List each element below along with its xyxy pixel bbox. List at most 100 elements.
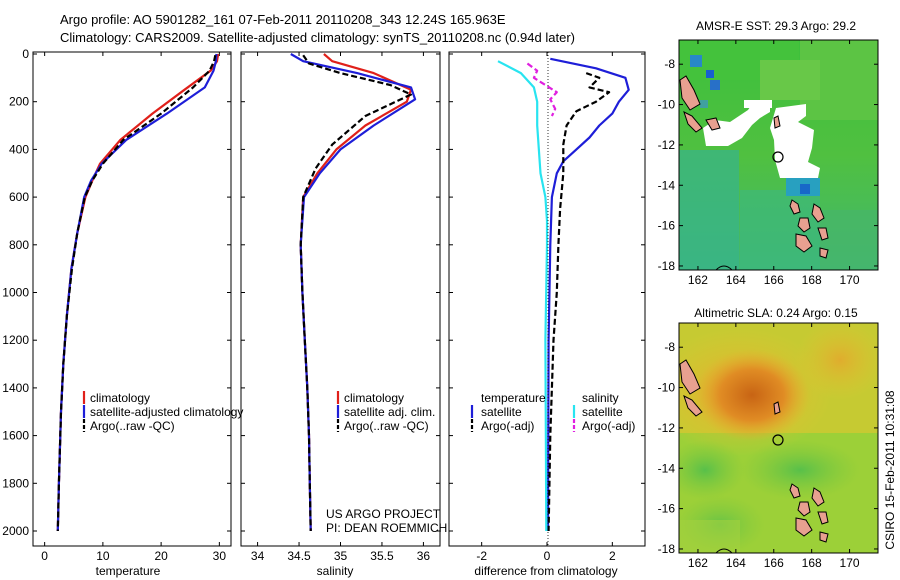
series-line-magenta [526, 62, 558, 117]
difference-legend: temperature salinity satellite Argo(-adj… [470, 391, 635, 433]
x-tick-label: 10 [96, 549, 110, 563]
island-outline [705, 117, 721, 131]
latitude-tick-label: -14 [658, 461, 676, 475]
depth-tick-label: 800 [9, 238, 29, 252]
depth-tick-label: 0 [22, 47, 29, 61]
latitude-tick-label: -8 [664, 57, 675, 71]
x-tick-label: 0 [41, 549, 48, 563]
sla-map-frame [678, 322, 879, 554]
legend-temp-argo: Argo(-adj) [481, 419, 534, 433]
legend-sal-argo: Argo(-adj) [582, 419, 635, 433]
island-outline [819, 247, 829, 259]
legend-sal-satellite: satellite [582, 405, 623, 419]
depth-tick-label: 1400 [2, 381, 29, 395]
depth-tick-label: 1800 [2, 476, 29, 490]
island-outline [795, 517, 813, 537]
longitude-tick-label: 168 [802, 273, 822, 287]
island-outline [683, 111, 703, 133]
latitude-tick-label: -18 [658, 542, 676, 556]
depth-tick-label: 1600 [2, 429, 29, 443]
x-tick-label: 35 [334, 549, 348, 563]
legend-temp-satellite: satellite [481, 405, 522, 419]
latitude-tick-label: -12 [658, 421, 676, 435]
latitude-tick-label: -14 [658, 178, 676, 192]
sst-map-frame [678, 39, 879, 271]
timestamp-stamp: CSIRO 15-Feb-2011 10:31:08 [883, 390, 897, 550]
x-tick-label: 2 [609, 549, 616, 563]
series-line-black [56, 54, 217, 532]
series-group [56, 53, 220, 532]
pi-credit: PI: DEAN ROEMMICH [326, 521, 447, 535]
argo-float-marker [772, 434, 784, 446]
salinity-legend: climatology satellite adj. clim. Argo(..… [336, 391, 435, 433]
latitude-tick-label: -10 [658, 381, 676, 395]
difference-axis-label: difference from climatology [474, 564, 617, 578]
island-outline [715, 548, 733, 553]
argo-float-marker [772, 151, 784, 163]
island-outline [817, 227, 829, 241]
depth-tick-label: 1000 [2, 286, 29, 300]
legend-temperature-header: temperature [481, 391, 546, 405]
island-outline [679, 359, 701, 395]
legend-salinity-header: salinity [582, 391, 619, 405]
salinity-axis-label: salinity [317, 564, 354, 578]
longitude-tick-label: 168 [802, 556, 822, 570]
salinity-plot-frame [240, 51, 441, 547]
depth-tick-label: 200 [9, 95, 29, 109]
latitude-tick-label: -16 [658, 219, 676, 233]
longitude-tick-label: 170 [840, 273, 860, 287]
longitude-tick-label: 170 [840, 556, 860, 570]
island-outline [811, 487, 825, 507]
sst-map-title: AMSR-E SST: 29.3 Argo: 29.2 [696, 19, 856, 33]
x-tick-label: 30 [213, 549, 227, 563]
longitude-tick-label: 162 [688, 273, 708, 287]
island-outline [797, 501, 811, 517]
island-outline [819, 531, 829, 543]
latitude-tick-label: -12 [658, 138, 676, 152]
depth-tick-label: 400 [9, 142, 29, 156]
longitude-tick-label: 164 [726, 556, 746, 570]
series-line-black [299, 54, 413, 532]
sst-no-data-region [703, 100, 770, 146]
depth-tick-label: 2000 [2, 524, 29, 538]
longitude-tick-label: 166 [764, 556, 784, 570]
island-outline [797, 217, 811, 233]
temperature-legend: climatology satellite-adjusted climatolo… [82, 391, 243, 433]
depth-tick-label: 1200 [2, 333, 29, 347]
island-outline [789, 199, 801, 215]
island-outline [773, 115, 781, 129]
x-tick-label: 35.5 [370, 549, 394, 563]
longitude-tick-label: 162 [688, 556, 708, 570]
x-tick-label: 36 [417, 549, 431, 563]
legend-satellite-adj: satellite adj. clim. [344, 405, 435, 419]
depth-tick-label: 600 [9, 190, 29, 204]
series-group [290, 53, 417, 532]
temperature-plot-frame [32, 51, 232, 547]
series-line-blue [546, 57, 630, 532]
island-outline [789, 483, 801, 499]
latitude-tick-label: -16 [658, 502, 676, 516]
legend-climatology: climatology [344, 391, 404, 405]
island-outline [811, 203, 825, 223]
series-line-cyan [497, 60, 549, 532]
x-tick-label: 34.5 [287, 549, 311, 563]
figure-title-line1: Argo profile: AO 5901282_161 07-Feb-2011… [60, 12, 506, 27]
figure-title-line2: Climatology: CARS2009. Satellite-adjuste… [60, 30, 575, 45]
series-line-black [547, 72, 611, 532]
x-tick-label: -2 [476, 549, 487, 563]
latitude-tick-label: -18 [658, 259, 676, 273]
island-outline [683, 395, 703, 417]
x-tick-label: 34 [251, 549, 265, 563]
legend-climatology: climatology [90, 391, 150, 405]
longitude-tick-label: 166 [764, 273, 784, 287]
project-credit: US ARGO PROJECT [326, 507, 441, 521]
temperature-axis-label: temperature [96, 564, 161, 578]
series-group [497, 57, 630, 532]
island-outline [817, 511, 829, 525]
longitude-tick-label: 164 [726, 273, 746, 287]
island-outline [795, 233, 813, 253]
x-tick-label: 0 [544, 549, 551, 563]
island-outline [715, 265, 733, 270]
sst-map [679, 40, 878, 270]
